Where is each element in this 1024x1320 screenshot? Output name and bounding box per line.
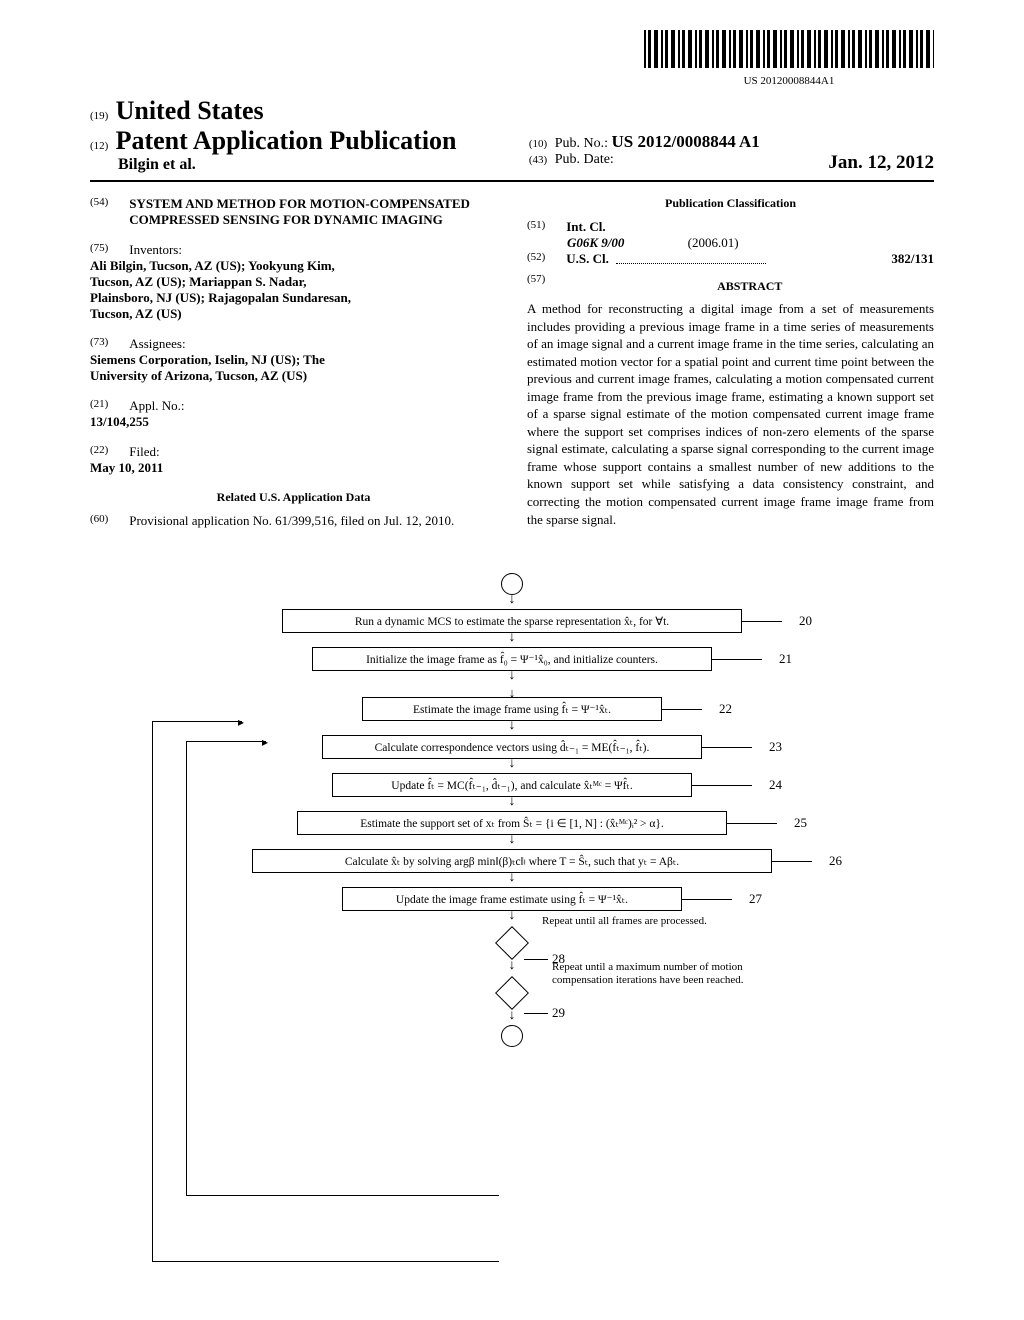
flow-end-circle <box>501 1025 523 1047</box>
code-73: (73) <box>90 336 126 348</box>
header-right: (10) Pub. No.: US 2012/0008844 A1 (43) P… <box>529 132 934 174</box>
pub-date: Jan. 12, 2012 <box>828 152 934 174</box>
flow-label-22: 22 <box>719 701 732 717</box>
code-60: (60) <box>90 513 126 525</box>
flow-step-24: Update f̂ₜ = MC(f̂ₜ₋₁, d̂ₜ₋₁), and calcu… <box>332 773 692 797</box>
abstract-text: A method for reconstructing a digital im… <box>527 300 934 528</box>
assignees-label: Assignees: <box>129 336 217 352</box>
intcl-date: (2006.01) <box>688 235 739 250</box>
flow-step-26: Calculate x̂ₜ by solving argβ min‖(β)ₜc‖… <box>252 849 772 873</box>
barcode-region: US 20120008844A1 <box>90 30 934 88</box>
uscl-code: 382/131 <box>891 251 934 266</box>
outer-loop-arrow: ▸ <box>238 715 244 730</box>
inner-loop-arrow: ▸ <box>262 735 268 750</box>
flow-arrow <box>202 721 822 735</box>
flowchart: ▸ ▸ Run a dynamic MCS to estimate the sp… <box>202 573 822 1047</box>
pub-date-label: Pub. Date: <box>555 152 614 167</box>
patent-header: (19) United States (12) Patent Applicati… <box>90 96 934 182</box>
inventors-list: Ali Bilgin, Tucson, AZ (US); Yookyung Ki… <box>90 258 367 322</box>
flow-note-28: Repeat until all frames are processed. <box>542 915 742 928</box>
inner-loop-line <box>186 741 187 1195</box>
filed-date: May 10, 2011 <box>90 460 163 475</box>
authors-short: Bilgin et al. <box>118 156 196 173</box>
code-51: (51) <box>527 219 563 231</box>
flow-arrow <box>202 671 822 685</box>
flow-step-25: Estimate the support set of xₜ from Ŝₜ =… <box>297 811 727 835</box>
intcl-label-text: Int. Cl. <box>566 219 605 234</box>
flow-arrow <box>202 797 822 811</box>
barcode-graphic <box>644 30 934 68</box>
right-column: Publication Classification (51) Int. Cl.… <box>527 196 934 543</box>
header-left: (19) United States (12) Patent Applicati… <box>90 96 512 174</box>
flow-label-20: 20 <box>799 613 812 629</box>
flow-step-21: Initialize the image frame as f̂₀ = Ψ⁻¹x… <box>312 647 712 671</box>
left-column: (54) SYSTEM AND METHOD FOR MOTION-COMPEN… <box>90 196 497 543</box>
uscl-label: U.S. Cl. <box>566 251 609 266</box>
flow-note-29: Repeat until a maximum number of motion … <box>552 961 752 987</box>
intcl-label: Int. Cl. <box>566 219 605 234</box>
flow-step-22: Estimate the image frame using f̂ₜ = Ψ⁻¹… <box>362 697 662 721</box>
appl-no: 13/104,255 <box>90 414 149 429</box>
flow-label-27: 27 <box>749 891 762 907</box>
code-12: (12) <box>90 140 108 152</box>
flow-label-25: 25 <box>794 815 807 831</box>
uscl-label-text: U.S. Cl. <box>566 251 609 266</box>
flow-label-21: 21 <box>779 651 792 667</box>
flow-step-23: Calculate correspondence vectors using d… <box>322 735 702 759</box>
outer-loop-line <box>152 721 153 1261</box>
code-22: (22) <box>90 444 126 456</box>
code-43: (43) <box>529 154 547 166</box>
publication-type: Patent Application Publication <box>116 126 457 155</box>
flow-arrow <box>202 1011 822 1025</box>
flow-label-26: 26 <box>829 853 842 869</box>
inner-loop-bottom-connector <box>186 1195 499 1196</box>
related-app-header: Related U.S. Application Data <box>90 490 497 505</box>
country: United States <box>116 96 264 125</box>
filed-label: Filed: <box>129 444 217 460</box>
flow-decision-29 <box>495 976 529 1010</box>
code-52: (52) <box>527 251 563 263</box>
pub-no: US 2012/0008844 A1 <box>612 132 760 151</box>
code-19: (19) <box>90 110 108 122</box>
intcl-code: G06K 9/00 <box>567 235 624 250</box>
code-21: (21) <box>90 398 126 410</box>
flow-arrow <box>202 873 822 887</box>
flow-step-27: Update the image frame estimate using f̂… <box>342 887 682 911</box>
classification-header: Publication Classification <box>527 196 934 211</box>
dotted-leader <box>616 256 766 264</box>
abstract-header: ABSTRACT <box>566 279 933 294</box>
barcode-number: US 20120008844A1 <box>644 75 934 87</box>
flow-arrow <box>202 595 822 609</box>
inner-loop-top-connector <box>186 741 266 742</box>
appl-no-label: Appl. No.: <box>129 398 217 414</box>
code-10: (10) <box>529 138 547 150</box>
flow-arrow <box>202 633 822 647</box>
flow-label-29: 29 <box>552 1005 565 1021</box>
flow-arrow <box>202 835 822 849</box>
flow-label-23: 23 <box>769 739 782 755</box>
assignees-list: Siemens Corporation, Iselin, NJ (US); Th… <box>90 352 367 384</box>
patent-title: SYSTEM AND METHOD FOR MOTION-COMPENSATED… <box>129 196 496 228</box>
inventors-label: Inventors: <box>129 242 217 258</box>
outer-loop-top-connector <box>152 721 242 722</box>
flow-decision-28 <box>495 926 529 960</box>
code-54: (54) <box>90 196 126 208</box>
code-57: (57) <box>527 273 563 285</box>
flow-label-24: 24 <box>769 777 782 793</box>
inventors-text: Ali Bilgin, Tucson, AZ (US); Yookyung Ki… <box>90 258 351 321</box>
flow-arrow <box>202 759 822 773</box>
flow-join: ↓ <box>202 685 822 697</box>
bibliographic-columns: (54) SYSTEM AND METHOD FOR MOTION-COMPEN… <box>90 196 934 543</box>
outer-loop-bottom-connector <box>152 1261 499 1262</box>
assignees-text: Siemens Corporation, Iselin, NJ (US); Th… <box>90 352 325 383</box>
code-75: (75) <box>90 242 126 254</box>
provisional-text: Provisional application No. 61/399,516, … <box>129 513 496 529</box>
pub-no-label: Pub. No.: <box>555 136 608 151</box>
flow-step-20: Run a dynamic MCS to estimate the sparse… <box>282 609 742 633</box>
